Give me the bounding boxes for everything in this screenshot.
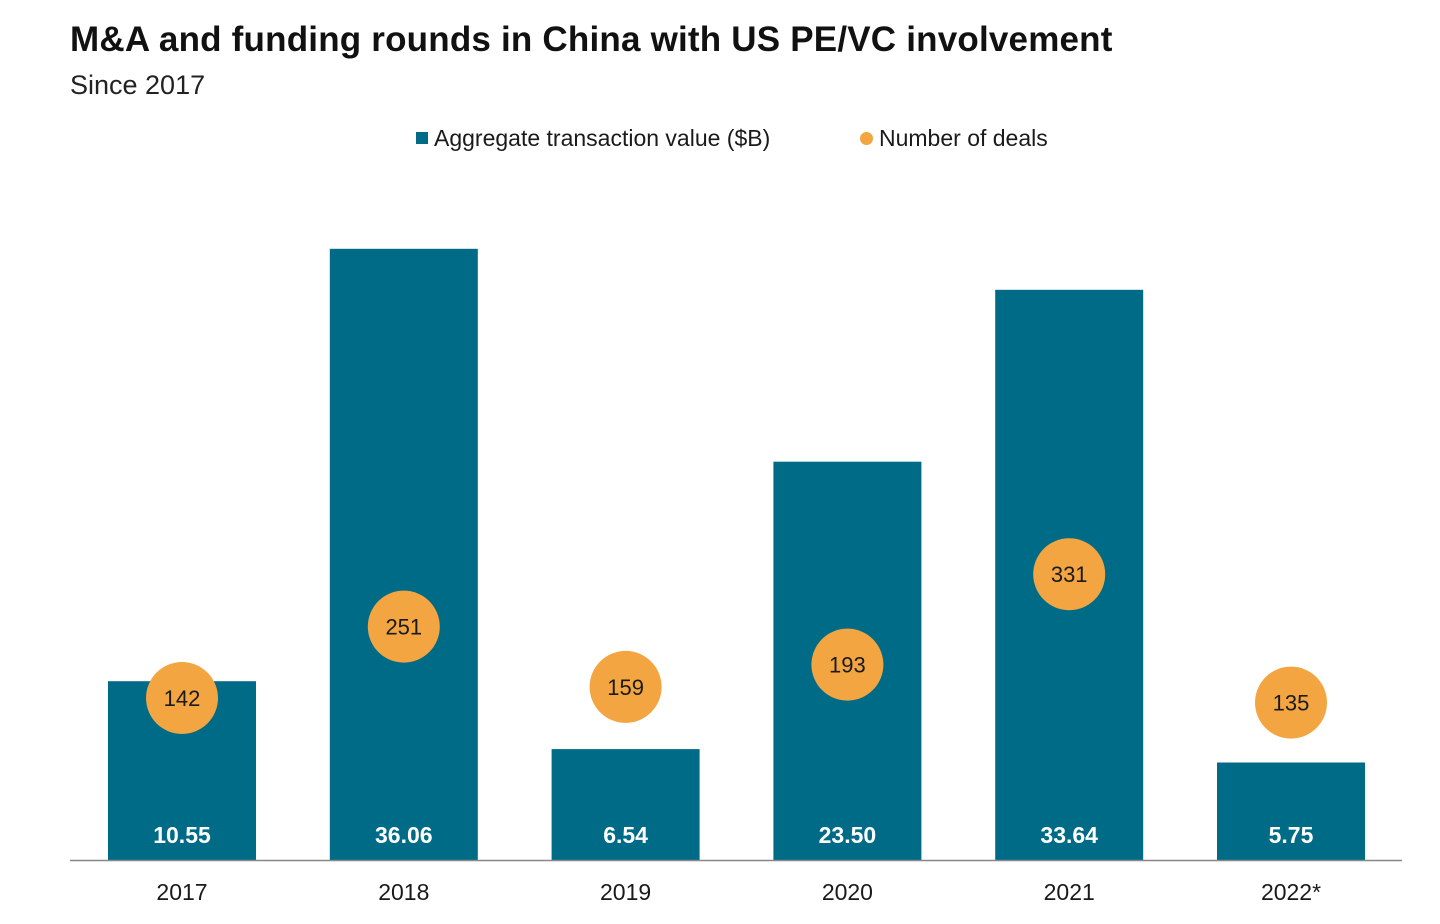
legend-item-transaction-value: Aggregate transaction value ($B) [416, 122, 770, 154]
bar-value-label-5: 5.75 [1269, 822, 1314, 848]
deal-count-label-0: 142 [164, 686, 201, 711]
deal-count-label-3: 193 [829, 653, 866, 678]
chart-legend: Aggregate transaction value ($B) Number … [0, 122, 1440, 154]
bar-value-label-4: 33.64 [1040, 822, 1098, 848]
bar-value-label-3: 23.50 [819, 822, 877, 848]
x-tick-label-5: 2022* [1261, 879, 1321, 905]
deal-count-label-1: 251 [385, 615, 422, 640]
x-tick-label-0: 2017 [156, 879, 207, 905]
legend-square-swatch [416, 132, 428, 144]
bar-value-label-0: 10.55 [153, 822, 211, 848]
deal-dot-3 [811, 628, 884, 701]
chart-title: M&A and funding rounds in China with US … [70, 20, 1113, 59]
bar-2 [551, 749, 700, 860]
bar-1 [329, 248, 478, 861]
bar-value-label-1: 36.06 [375, 822, 433, 848]
x-tick-label-2: 2019 [600, 879, 651, 905]
deal-dot-5 [1255, 666, 1327, 739]
bar-5 [1217, 762, 1365, 860]
deal-dot-4 [1033, 538, 1106, 611]
deal-count-label-2: 159 [607, 675, 644, 700]
deal-count-label-5: 135 [1273, 691, 1310, 716]
bar-value-label-2: 6.54 [603, 822, 648, 848]
x-tick-label-3: 2020 [822, 879, 873, 905]
legend-dot-swatch [860, 131, 873, 145]
x-tick-label-1: 2018 [378, 879, 429, 905]
x-tick-label-4: 2021 [1044, 879, 1095, 905]
deal-count-label-4: 331 [1051, 562, 1088, 587]
chart-subtitle: Since 2017 [70, 70, 206, 100]
legend-item-number-of-deals: Number of deals [860, 122, 1048, 154]
legend-label-transaction-value: Aggregate transaction value ($B) [434, 124, 771, 151]
deal-dot-1 [367, 590, 440, 663]
deal-dot-0 [146, 662, 218, 734]
deal-dot-2 [589, 650, 662, 723]
legend-label-number-of-deals: Number of deals [879, 124, 1048, 151]
